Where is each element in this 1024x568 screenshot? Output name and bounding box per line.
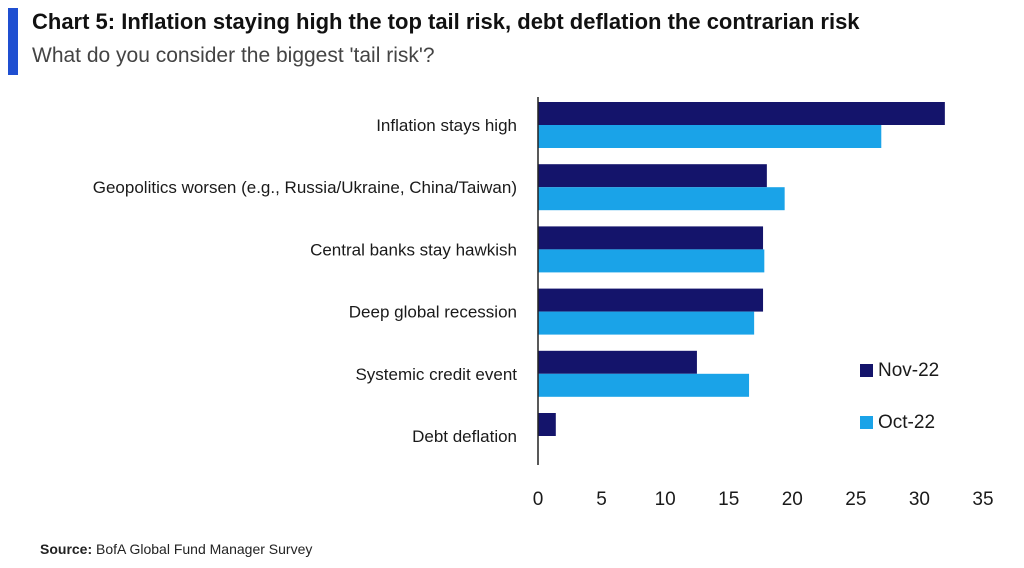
chart-subtitle: What do you consider the biggest 'tail r… — [32, 44, 435, 67]
legend-label-oct-22: Oct-22 — [878, 412, 935, 433]
bar-nov-22-6 — [538, 413, 556, 436]
x-tick-label: 5 — [596, 489, 607, 510]
chart-title: Chart 5: Inflation staying high the top … — [32, 9, 860, 34]
x-tick-label: 10 — [655, 489, 676, 510]
category-label: Debt deflation — [412, 427, 517, 446]
bar-nov-22-4 — [538, 288, 764, 312]
source-text: BofA Global Fund Manager Survey — [96, 541, 313, 557]
legend-swatch-nov-22 — [860, 364, 873, 377]
x-tick-label: 35 — [972, 489, 993, 510]
x-tick-label: 30 — [909, 489, 930, 510]
legend-label-nov-22: Nov-22 — [878, 360, 939, 381]
accent-bar — [8, 8, 18, 75]
bar-nov-22-1 — [538, 102, 945, 125]
category-label: Inflation stays high — [376, 116, 517, 135]
source-label: Source: — [40, 541, 93, 557]
category-label: Deep global recession — [349, 303, 517, 322]
bar-nov-22-2 — [538, 164, 767, 188]
category-label: Systemic credit event — [355, 365, 517, 384]
bar-nov-22-3 — [538, 226, 764, 250]
bar-oct-22-5 — [538, 373, 750, 397]
bar-oct-22-4 — [538, 311, 755, 335]
x-tick-label: 20 — [782, 489, 803, 510]
x-tick-label: 15 — [718, 489, 739, 510]
bar-oct-22-2 — [538, 187, 785, 211]
bar-nov-22-5 — [538, 350, 697, 374]
bar-oct-22-1 — [538, 125, 882, 148]
legend-swatch-oct-22 — [860, 416, 873, 429]
x-tick-label: 25 — [845, 489, 866, 510]
source-note: Source: BofA Global Fund Manager Survey — [40, 541, 312, 557]
bar-oct-22-3 — [538, 249, 765, 273]
category-label: Central banks stay hawkish — [310, 240, 517, 259]
category-label: Geopolitics worsen (e.g., Russia/Ukraine… — [93, 178, 517, 197]
x-tick-label: 0 — [533, 489, 544, 510]
